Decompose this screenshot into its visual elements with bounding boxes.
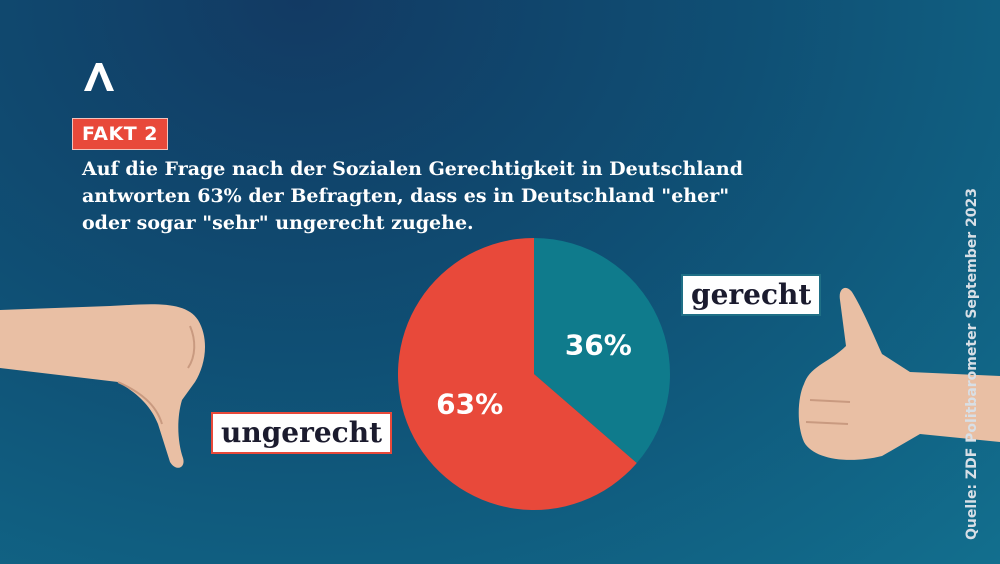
source-note: Quelle: ZDF Politbarometer September 202… xyxy=(964,188,980,540)
label-ungerecht: ungerecht xyxy=(211,412,393,454)
thumbs-down-hand-icon xyxy=(0,304,206,468)
pie-label-ungerecht: 63% xyxy=(436,387,503,420)
headline-line-1: Auf die Frage nach der Sozialen Gerechti… xyxy=(82,158,744,180)
pie-slice-gerecht xyxy=(534,238,670,464)
headline-line-3: oder sogar "sehr" ungerecht zugehe. xyxy=(82,212,474,234)
headline-line-2: antworten 63% der Befragten, dass es in … xyxy=(82,185,730,207)
fact-badge: FAKT 2 xyxy=(72,118,169,150)
pie-chart: 36% 63% xyxy=(398,238,670,510)
headline: Auf die Frage nach der Sozialen Gerechti… xyxy=(82,156,782,237)
caret-logo-icon xyxy=(84,63,114,91)
label-gerecht: gerecht xyxy=(681,274,822,316)
thumbs-up-hand-icon xyxy=(798,287,1000,460)
pie-label-gerecht: 36% xyxy=(565,329,632,362)
pie-slice-ungerecht xyxy=(398,238,637,510)
